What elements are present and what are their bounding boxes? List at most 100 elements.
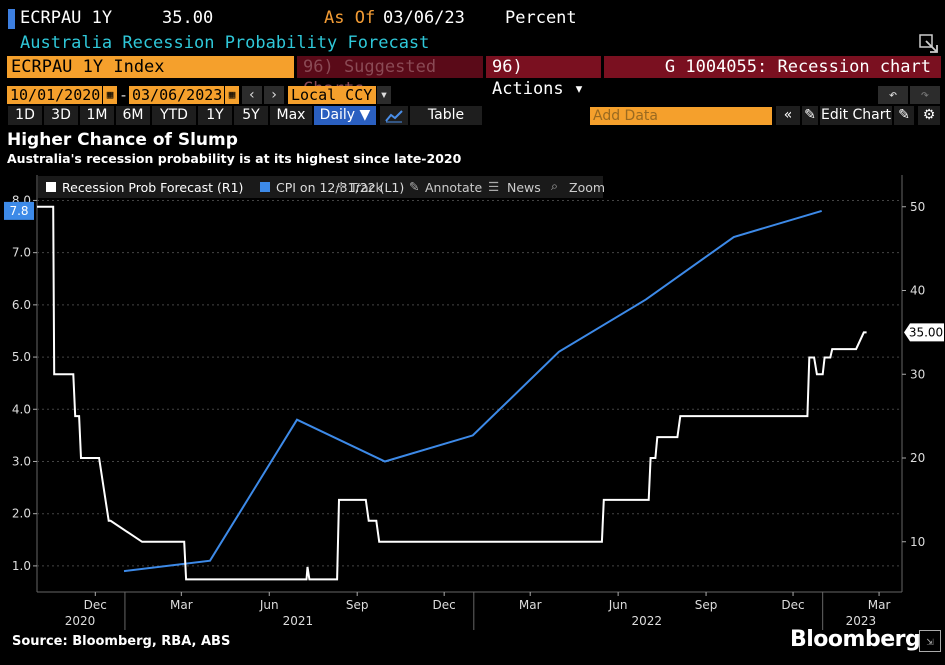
currency-select[interactable]: Local CCY	[288, 86, 376, 104]
right-last-value-label: 35.00	[909, 325, 943, 339]
left-tick-label: 2.0	[12, 507, 31, 521]
pencil-icon[interactable]: ✎	[802, 106, 818, 125]
legend-swatch	[46, 182, 56, 192]
left-axis: 1.02.03.04.05.06.07.08.0	[12, 193, 37, 573]
period-button[interactable]: 5Y	[234, 106, 268, 125]
chart-subtitle: Australia's recession probability is at …	[7, 151, 462, 166]
right-tick-label: 40	[910, 284, 925, 298]
x-tick-label: Mar	[170, 598, 193, 612]
unit-label: Percent	[505, 8, 577, 28]
x-tick-label: Jun	[259, 598, 279, 612]
period-bar: 1D 3D 1M 6M YTD 1Y 5Y Max Daily ▼ Table …	[0, 106, 945, 126]
as-of-label: As Of	[324, 8, 376, 28]
track-tool[interactable]: Track	[350, 180, 383, 195]
undo-icon[interactable]: ↶	[878, 86, 908, 104]
x-tick-label: Dec	[84, 598, 107, 612]
right-last-value-badge	[904, 323, 944, 342]
zoom-icon[interactable]: ⌕	[551, 178, 559, 193]
ticker-label: ECRPAU 1Y	[20, 8, 113, 28]
last-value: 35.00	[162, 8, 214, 28]
legend-swatch	[260, 182, 270, 192]
date-range-bar: 10/01/2020 ▦ - 03/06/2023 ▦ ‹ › Local CC…	[0, 86, 945, 106]
gear-icon[interactable]: ⚙	[918, 106, 940, 125]
news-tool[interactable]: News	[507, 180, 541, 195]
command-bar: ECRPAU 1Y Index 96) Suggested Charts 96)…	[0, 56, 945, 99]
period-button[interactable]: 6M	[116, 106, 150, 125]
edit-settings-icon[interactable]: ✎	[894, 106, 914, 125]
brand-logo: Bloomberg	[790, 627, 921, 652]
command-cursor	[8, 9, 15, 29]
period-button[interactable]: 1M	[80, 106, 114, 125]
date-separator: -	[119, 86, 129, 104]
cpi-series-line	[123, 209, 822, 573]
left-tick-label: 5.0	[12, 350, 31, 364]
right-axis: 10 20 30 40 50	[902, 200, 925, 549]
annotate-icon[interactable]: ✎	[409, 179, 420, 194]
x-tick-label: Dec	[781, 598, 804, 612]
prev-arrow-icon[interactable]: ‹	[242, 86, 262, 104]
security-header: ECRPAU 1Y 35.00 As Of 03/06/23 Percent	[0, 6, 945, 32]
security-description: Australia Recession Probability Forecast	[20, 33, 430, 53]
right-tick-label: 30	[910, 367, 925, 381]
left-last-value-badge	[4, 201, 34, 220]
right-tick-label: 50	[910, 200, 925, 214]
period-button[interactable]: 1D	[8, 106, 42, 125]
chart-id-label: G 1004055: Recession chart	[604, 56, 941, 78]
calendar-icon[interactable]: ▦	[225, 86, 239, 104]
expand-icon[interactable]	[918, 33, 940, 55]
period-button[interactable]: YTD	[152, 106, 196, 125]
track-icon[interactable]: ✛	[336, 179, 347, 194]
last-value-labels: 7.8 35.00	[4, 201, 944, 342]
redo-icon[interactable]: ↷	[910, 86, 940, 104]
x-tick-label: Sep	[695, 598, 718, 612]
edit-chart-button[interactable]: Edit Chart	[820, 106, 892, 125]
x-year-label: 2020	[65, 614, 96, 628]
x-year-label: 2023	[846, 614, 877, 628]
end-date-field[interactable]: 03/06/2023	[129, 86, 224, 104]
left-tick-label: 7.0	[12, 246, 31, 260]
legend-item[interactable]: CPI on 12/31/22 (L1)	[276, 180, 405, 195]
frequency-select[interactable]: Daily ▼	[314, 106, 376, 125]
recession-prob-series-line	[37, 205, 867, 581]
x-tick-label: Jun	[608, 598, 628, 612]
left-tick-label: 3.0	[12, 454, 31, 468]
as-of-date: 03/06/23	[383, 8, 465, 28]
x-axis: Dec Mar Jun Sep Dec Mar Jun Sep Dec Mar 2020 2021 20…	[65, 592, 891, 630]
source-note: Source: Bloomberg, RBA, ABS	[12, 634, 231, 649]
left-tick-label: 4.0	[12, 402, 31, 416]
calendar-icon[interactable]: ▦	[103, 86, 117, 104]
chevron-down-icon[interactable]: ▾	[377, 86, 391, 104]
x-tick-label: Mar	[868, 598, 891, 612]
left-tick-label: 6.0	[12, 298, 31, 312]
collapse-icon[interactable]: «	[776, 106, 800, 125]
line-chart-icon[interactable]	[380, 106, 408, 125]
period-button[interactable]: Max	[270, 106, 312, 125]
right-tick-label: 10	[910, 535, 925, 549]
export-icon[interactable]: ⇲	[919, 630, 941, 652]
chart-legend: Recession Prob Forecast (R1) CPI on 12/3…	[38, 176, 606, 198]
grid-lines	[36, 175, 903, 593]
security-field[interactable]: ECRPAU 1Y Index	[7, 56, 294, 78]
series-lines	[37, 205, 867, 581]
chart-title: Higher Chance of Slump	[7, 130, 238, 150]
start-date-field[interactable]: 10/01/2020	[7, 86, 102, 104]
left-tick-label: 1.0	[12, 559, 31, 573]
annotate-tool[interactable]: Annotate	[425, 180, 483, 195]
period-button[interactable]: 1Y	[198, 106, 232, 125]
suggested-charts-button[interactable]: 96) Suggested Charts	[297, 56, 483, 99]
x-tick-label: Dec	[433, 598, 456, 612]
next-arrow-icon[interactable]: ›	[264, 86, 284, 104]
left-last-value-label: 7.8	[9, 204, 28, 218]
period-button[interactable]: 3D	[44, 106, 78, 125]
zoom-tool[interactable]: Zoom	[569, 180, 606, 195]
actions-menu[interactable]: 96) Actions ▾	[486, 56, 601, 99]
legend-item[interactable]: Recession Prob Forecast (R1)	[62, 180, 244, 195]
add-data-input[interactable]: Add Data	[590, 107, 772, 125]
x-tick-label: Sep	[346, 598, 369, 612]
x-year-label: 2022	[632, 614, 663, 628]
x-tick-label: Mar	[519, 598, 542, 612]
table-button[interactable]: Table	[410, 106, 482, 125]
news-icon[interactable]: ☰	[488, 179, 500, 194]
right-tick-label: 20	[910, 451, 925, 465]
